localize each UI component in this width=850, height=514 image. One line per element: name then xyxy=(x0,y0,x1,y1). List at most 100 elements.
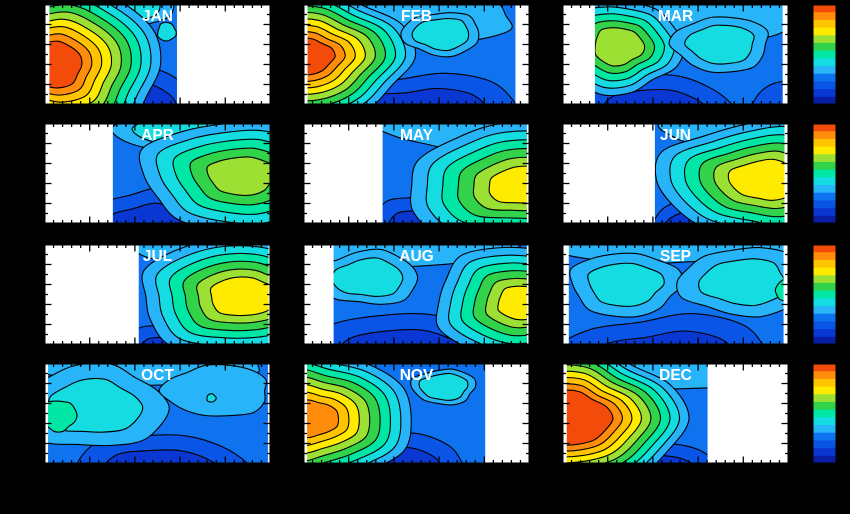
month-label-aug: AUG xyxy=(399,248,433,265)
colorbar-band xyxy=(812,58,837,67)
panel-frame xyxy=(43,243,272,346)
colorbar-row-2 xyxy=(811,122,838,225)
contour-panel-jul: JUL xyxy=(43,243,272,346)
colorbar-band xyxy=(812,35,837,44)
contour-level-5 xyxy=(418,372,469,401)
contour-field xyxy=(43,122,272,225)
contour-level-9 xyxy=(209,276,272,317)
month-label-jun: JUN xyxy=(660,127,691,144)
no-data-mask xyxy=(707,362,790,465)
contour-level-8 xyxy=(594,27,646,67)
panel-frame xyxy=(43,3,272,106)
colorbar-frame xyxy=(811,362,838,465)
contour-field xyxy=(43,362,272,465)
month-label-feb: FEB xyxy=(401,8,432,25)
contour-level-2 xyxy=(751,80,790,106)
contour-level-5 xyxy=(157,21,177,42)
colorbar-frame xyxy=(811,122,838,225)
panel-frame xyxy=(561,122,790,225)
month-label-mar: MAR xyxy=(658,8,693,25)
month-label-nov: NOV xyxy=(400,367,434,384)
axis-ticks xyxy=(561,122,790,225)
no-data-mask xyxy=(302,122,383,225)
no-data-mask xyxy=(302,243,334,346)
contour-field xyxy=(561,3,790,106)
panel-frame xyxy=(302,362,531,465)
colorbar-band xyxy=(812,313,837,322)
contour-panel-apr: APR xyxy=(43,122,272,225)
colorbar-band xyxy=(812,440,837,449)
colorbar-band xyxy=(812,321,837,330)
contour-level-5 xyxy=(587,262,665,307)
colorbar-band xyxy=(812,306,837,315)
contour-level-6 xyxy=(43,400,78,433)
no-data-mask xyxy=(485,362,531,465)
contour-panel-feb: FEB xyxy=(302,3,531,106)
colorbar-band xyxy=(812,425,837,434)
colorbar-band xyxy=(812,208,837,217)
contour-level-9 xyxy=(497,285,531,321)
colorbar-row-1 xyxy=(811,3,838,106)
contour-level-12 xyxy=(302,37,336,76)
panel-frame xyxy=(561,362,790,465)
colorbar-band xyxy=(812,200,837,209)
contour-level-4 xyxy=(158,364,267,417)
no-data-mask xyxy=(561,122,655,225)
colorbar-band xyxy=(812,282,837,292)
colorbar-band xyxy=(812,267,837,276)
panel-frame xyxy=(561,243,790,346)
contour-level-11 xyxy=(302,399,340,439)
colorbar-row-4 xyxy=(811,362,838,465)
colorbar-band xyxy=(812,363,837,372)
month-label-sep: SEP xyxy=(660,248,691,265)
colorbar-band xyxy=(812,138,837,147)
no-data-mask xyxy=(43,122,113,225)
colorbar-band xyxy=(812,329,837,338)
contour-level-5 xyxy=(206,393,217,403)
colorbar-band xyxy=(812,252,837,261)
colorbar-band xyxy=(812,386,837,395)
colorbar-band xyxy=(812,215,837,224)
panel-frame xyxy=(302,3,531,106)
colorbar-band xyxy=(812,81,837,90)
contour-panel-aug: AUG xyxy=(302,243,531,346)
panel-frame xyxy=(43,122,272,225)
contour-panel-jan: JAN xyxy=(43,3,272,106)
colorbar-band xyxy=(812,401,837,411)
no-data-mask xyxy=(515,3,531,106)
contour-level-9 xyxy=(488,165,531,204)
colorbar-band xyxy=(812,244,837,253)
colorbar-frame xyxy=(811,243,838,346)
colorbar-band xyxy=(812,336,837,345)
colorbar-band xyxy=(812,378,837,387)
colorbar-band xyxy=(812,66,837,75)
colorbar-band xyxy=(812,275,837,284)
no-data-mask xyxy=(176,3,272,106)
colorbar-band xyxy=(812,96,837,105)
month-label-apr: APR xyxy=(141,127,174,144)
contour-level-12 xyxy=(561,389,614,446)
contour-field xyxy=(561,243,790,346)
colorbar-band xyxy=(812,394,837,403)
month-label-dec: DEC xyxy=(659,367,692,384)
colorbar-band xyxy=(812,455,837,464)
panel-frame xyxy=(302,122,531,225)
contour-panel-dec: DEC xyxy=(561,362,790,465)
month-label-may: MAY xyxy=(400,127,434,144)
colorbar-band xyxy=(812,371,837,380)
colorbar-band xyxy=(812,185,837,194)
contour-panel-sep: SEP xyxy=(561,243,790,346)
contour-field xyxy=(302,3,531,106)
colorbar-band xyxy=(812,259,837,268)
month-label-jan: JAN xyxy=(142,8,173,25)
colorbar-frame xyxy=(811,3,838,106)
panel-frame xyxy=(302,243,531,346)
colorbar-band xyxy=(812,290,837,299)
colorbar-band xyxy=(812,448,837,457)
colorbar-band xyxy=(812,19,837,28)
colorbar-band xyxy=(812,42,837,52)
contour-level-8 xyxy=(206,156,272,196)
colorbar-band xyxy=(812,89,837,98)
colorbar-band xyxy=(812,27,837,36)
